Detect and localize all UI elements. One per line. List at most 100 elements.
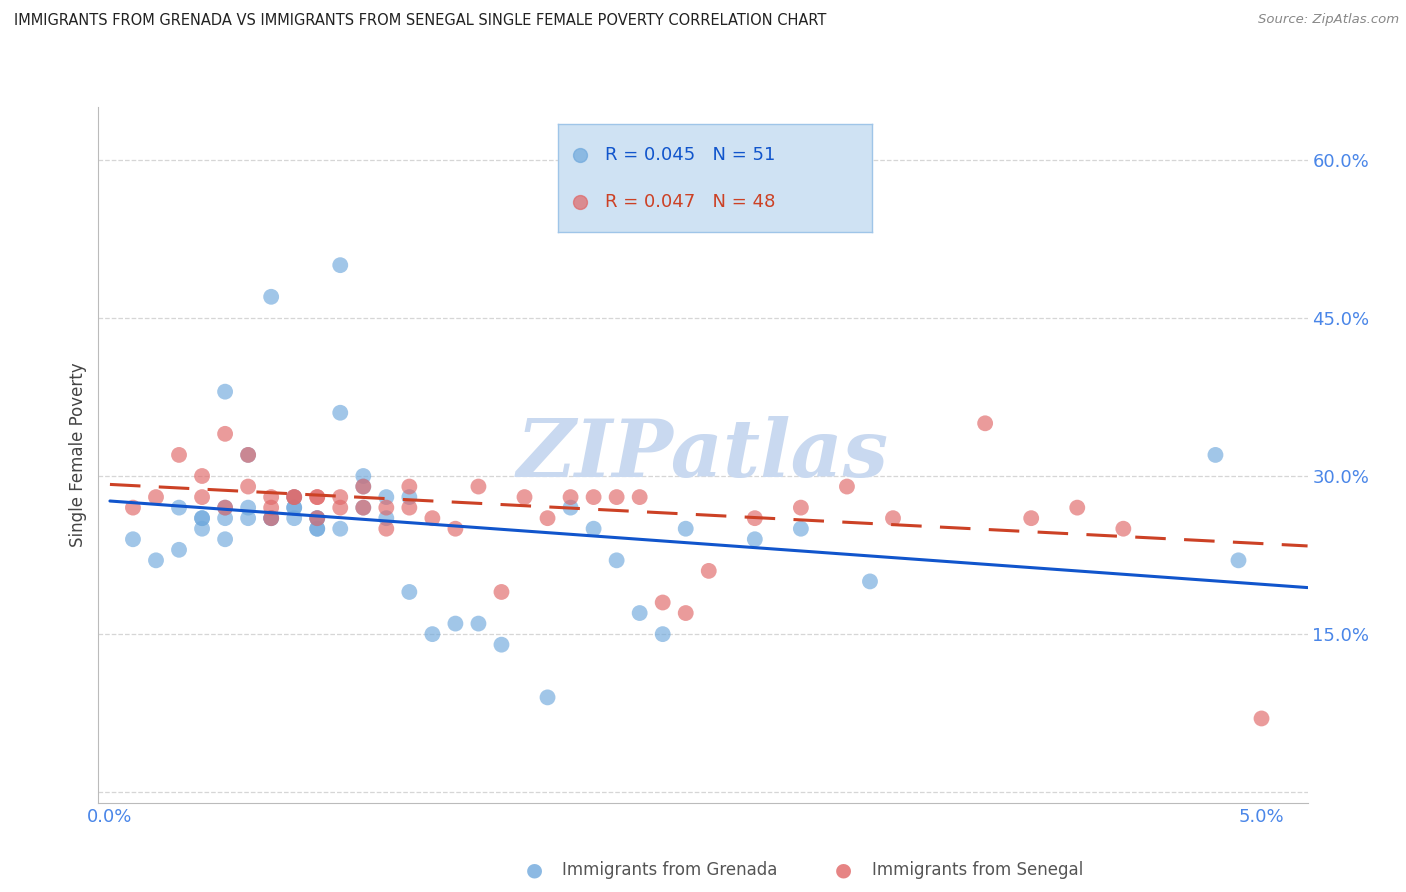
Point — [236, 500, 259, 515]
Point — [145, 490, 167, 504]
Point — [167, 500, 190, 515]
Point — [444, 522, 467, 536]
Point — [260, 511, 283, 525]
Point — [214, 511, 236, 525]
Point — [375, 522, 398, 536]
Point — [628, 606, 651, 620]
Point — [790, 500, 813, 515]
Point — [283, 490, 305, 504]
Point — [352, 479, 374, 493]
Point — [1227, 553, 1250, 567]
Point — [214, 500, 236, 515]
Point — [352, 469, 374, 483]
Point — [744, 511, 766, 525]
Point — [491, 585, 513, 599]
Text: Source: ZipAtlas.com: Source: ZipAtlas.com — [1258, 13, 1399, 27]
Point — [260, 500, 283, 515]
Point — [675, 522, 697, 536]
Point — [307, 522, 329, 536]
Point — [307, 511, 329, 525]
Point — [859, 574, 882, 589]
Point — [536, 511, 558, 525]
Point — [191, 511, 214, 525]
Point — [375, 500, 398, 515]
Point — [191, 511, 214, 525]
Text: ZIPatlas: ZIPatlas — [517, 417, 889, 493]
Point — [260, 490, 283, 504]
Point — [307, 490, 329, 504]
Point — [675, 606, 697, 620]
Point — [167, 448, 190, 462]
Point — [236, 479, 259, 493]
Text: IMMIGRANTS FROM GRENADA VS IMMIGRANTS FROM SENEGAL SINGLE FEMALE POVERTY CORRELA: IMMIGRANTS FROM GRENADA VS IMMIGRANTS FR… — [14, 13, 827, 29]
Point — [122, 500, 145, 515]
Point — [1204, 448, 1226, 462]
Point — [375, 490, 398, 504]
Point — [606, 553, 628, 567]
Point — [513, 490, 536, 504]
Point — [307, 522, 329, 536]
Point — [352, 479, 374, 493]
Point — [307, 511, 329, 525]
Point — [236, 511, 259, 525]
Point — [491, 638, 513, 652]
Point — [260, 511, 283, 525]
Point — [307, 511, 329, 525]
Point — [329, 500, 352, 515]
Point — [283, 511, 305, 525]
Point — [167, 542, 190, 557]
Point — [467, 479, 489, 493]
Text: Immigrants from Senegal: Immigrants from Senegal — [872, 861, 1083, 879]
Point — [651, 595, 673, 609]
Point — [651, 627, 673, 641]
Point — [1019, 511, 1042, 525]
Text: R = 0.045   N = 51: R = 0.045 N = 51 — [605, 145, 776, 163]
Y-axis label: Single Female Poverty: Single Female Poverty — [69, 363, 87, 547]
Point — [352, 500, 374, 515]
Point — [790, 522, 813, 536]
Point — [582, 522, 605, 536]
Point — [260, 511, 283, 525]
Point — [744, 533, 766, 547]
Point — [260, 290, 283, 304]
Point — [398, 585, 420, 599]
Point — [1066, 500, 1088, 515]
Point — [467, 616, 489, 631]
Text: R = 0.047   N = 48: R = 0.047 N = 48 — [605, 193, 776, 211]
Point — [214, 533, 236, 547]
Point — [214, 384, 236, 399]
Point — [191, 469, 214, 483]
Point — [329, 522, 352, 536]
Text: ●: ● — [526, 860, 543, 880]
Point — [283, 490, 305, 504]
Point — [283, 490, 305, 504]
Point — [214, 500, 236, 515]
Point — [214, 426, 236, 441]
Point — [1250, 711, 1272, 725]
Point — [628, 490, 651, 504]
Point — [882, 511, 904, 525]
Point — [283, 500, 305, 515]
Point — [422, 627, 444, 641]
Point — [974, 417, 997, 431]
Point — [422, 511, 444, 525]
Point — [398, 500, 420, 515]
Point — [697, 564, 720, 578]
Point — [560, 490, 582, 504]
Point — [236, 448, 259, 462]
Point — [191, 490, 214, 504]
Point — [375, 511, 398, 525]
Point — [283, 500, 305, 515]
Point — [352, 500, 374, 515]
Point — [236, 448, 259, 462]
Point — [835, 479, 858, 493]
Point — [145, 553, 167, 567]
Point — [582, 490, 605, 504]
Point — [307, 490, 329, 504]
Point — [398, 490, 420, 504]
Point — [329, 406, 352, 420]
Point — [536, 690, 558, 705]
Point — [122, 533, 145, 547]
Point — [606, 490, 628, 504]
Point — [720, 194, 742, 209]
